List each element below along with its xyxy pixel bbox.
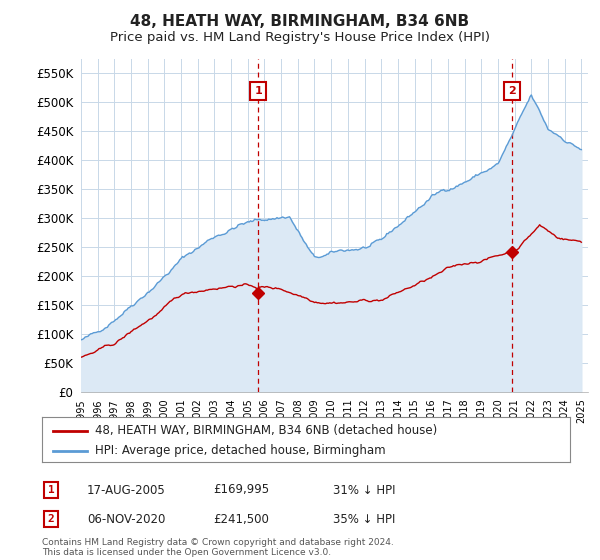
Text: 35% ↓ HPI: 35% ↓ HPI [333, 512, 395, 526]
Text: HPI: Average price, detached house, Birmingham: HPI: Average price, detached house, Birm… [95, 444, 385, 458]
Text: 48, HEATH WAY, BIRMINGHAM, B34 6NB: 48, HEATH WAY, BIRMINGHAM, B34 6NB [130, 14, 470, 29]
Text: Price paid vs. HM Land Registry's House Price Index (HPI): Price paid vs. HM Land Registry's House … [110, 31, 490, 44]
Text: £241,500: £241,500 [213, 512, 269, 526]
Text: 1: 1 [47, 485, 55, 495]
Text: 06-NOV-2020: 06-NOV-2020 [87, 512, 166, 526]
Text: 2: 2 [47, 514, 55, 524]
Text: 2: 2 [508, 86, 516, 96]
Text: £169,995: £169,995 [213, 483, 269, 497]
Text: 1: 1 [254, 86, 262, 96]
Text: 31% ↓ HPI: 31% ↓ HPI [333, 483, 395, 497]
Text: 48, HEATH WAY, BIRMINGHAM, B34 6NB (detached house): 48, HEATH WAY, BIRMINGHAM, B34 6NB (deta… [95, 424, 437, 437]
Text: 17-AUG-2005: 17-AUG-2005 [87, 483, 166, 497]
Text: Contains HM Land Registry data © Crown copyright and database right 2024.
This d: Contains HM Land Registry data © Crown c… [42, 538, 394, 557]
